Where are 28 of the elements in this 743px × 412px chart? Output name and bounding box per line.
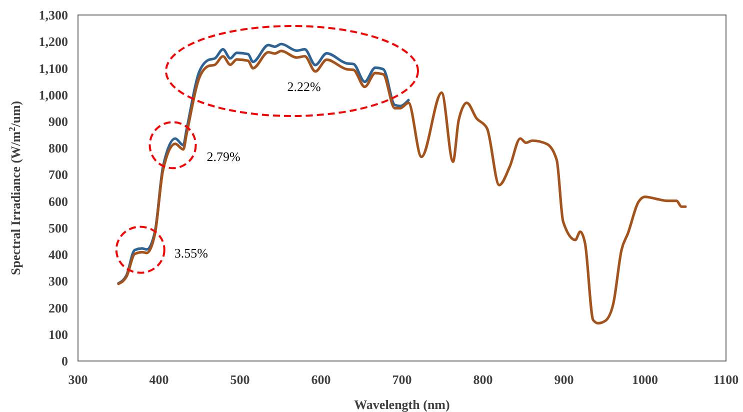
y-tick-label: 600: [48, 194, 68, 209]
y-tick-label: 300: [48, 274, 68, 289]
x-tick-label: 1100: [713, 372, 739, 387]
x-tick-label: 500: [230, 372, 250, 387]
x-tick-label: 1000: [632, 372, 658, 387]
y-tick-label: 500: [48, 220, 68, 236]
x-tick-label: 400: [149, 372, 169, 387]
y-tick-label: 1,300: [38, 8, 68, 23]
y-tick-label: 200: [48, 300, 68, 316]
y-tick-label: 400: [48, 247, 68, 262]
x-tick-label: 900: [554, 372, 574, 387]
annotation: 2.22%: [287, 79, 321, 94]
y-tick-label: 700: [48, 167, 68, 182]
y-tick-label: 900: [48, 114, 68, 130]
x-tick-label: 600: [311, 372, 331, 387]
x-tick-label: 800: [473, 372, 493, 387]
y-tick-label: 1,000: [38, 87, 68, 102]
y-tick-label: 100: [48, 326, 68, 342]
annotation: 3.55%: [174, 246, 208, 261]
line-series: [117, 50, 687, 325]
x-tick-label: 700: [392, 372, 412, 387]
y-tick-label: 0: [62, 354, 68, 369]
y-tick-label: 1,100: [38, 60, 68, 76]
y-tick-label: 1,200: [38, 34, 68, 50]
annotation: 2.79%: [206, 149, 241, 164]
y-tick-label: 800: [48, 140, 68, 156]
x-tick-label: 300: [68, 372, 88, 387]
x-axis-title: Wavelength (nm): [354, 397, 450, 412]
